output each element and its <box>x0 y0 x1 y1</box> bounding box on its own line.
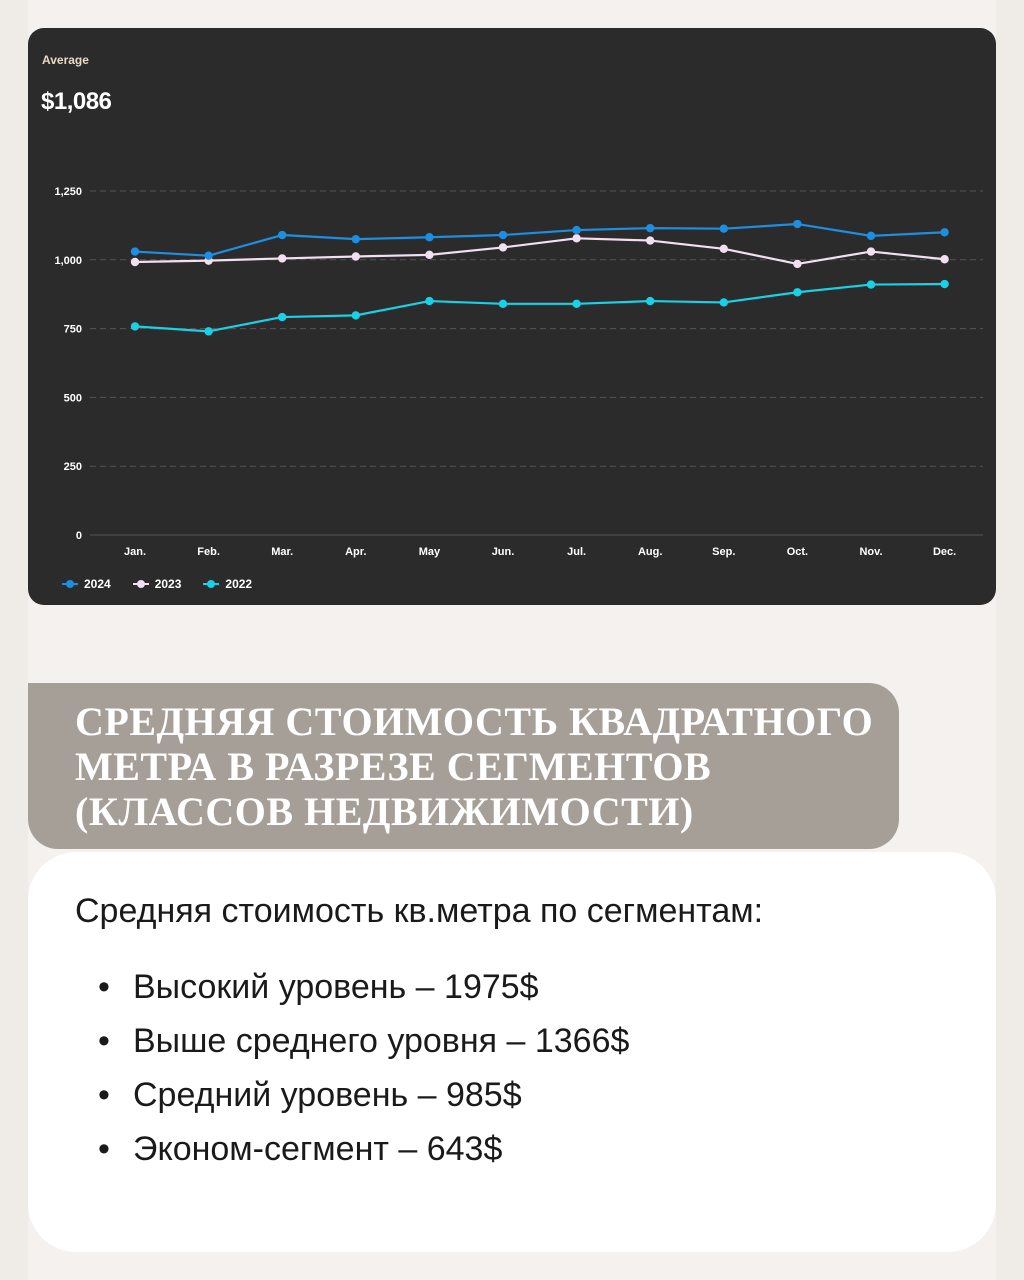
data-point-2022 <box>498 299 508 309</box>
data-point-2023 <box>351 252 360 261</box>
data-point-2022 <box>130 322 140 331</box>
data-point-2024 <box>646 223 655 233</box>
legend-item-2024[interactable]: 2024 <box>62 577 111 591</box>
y-tick-label: 1,250 <box>54 186 82 198</box>
y-tick-label: 500 <box>64 392 82 404</box>
x-tick-label: Feb. <box>197 546 220 558</box>
chart-card: Average $1,086 0 250 500 750 1,000 1,250 Jan. F… <box>28 28 996 605</box>
y-tick-label: 250 <box>64 461 82 473</box>
data-point-2022 <box>351 311 360 320</box>
legend-marker-icon <box>132 579 149 589</box>
data-point-2024 <box>204 251 213 260</box>
average-value: $1,086 <box>41 88 112 115</box>
data-point-2024 <box>498 230 508 240</box>
data-point-2023 <box>498 243 508 252</box>
section-title: СРЕДНЯЯ СТОИМОСТЬ КВАДРАТНОГО МЕТРА В РА… <box>75 699 874 834</box>
chart-legend: 2024 2023 2022 <box>62 577 252 591</box>
y-tick-label: 1,000 <box>54 255 82 267</box>
data-point-2023 <box>572 234 581 243</box>
series-line-2023 <box>134 237 945 266</box>
data-point-2024 <box>940 228 949 237</box>
bullet-icon: • <box>98 968 110 1006</box>
series-line-2024 <box>134 222 945 257</box>
data-point-2023 <box>866 247 876 256</box>
segment-list: • Высокий уровень – 1975$ • Выше среднего … <box>98 960 629 1176</box>
section-title-banner: СРЕДНЯЯ СТОИМОСТЬ КВАДРАТНОГО МЕТРА В РА… <box>28 683 899 849</box>
data-point-2023 <box>793 259 802 269</box>
bullet-icon: • <box>98 1022 110 1060</box>
legend-label: 2023 <box>154 577 182 591</box>
x-tick-label: Apr. <box>345 546 366 558</box>
x-tick-label: May <box>419 546 441 558</box>
data-point-2022 <box>719 298 728 307</box>
data-point-2023 <box>719 244 728 253</box>
segment-text: Эконом-сегмент – 643$ <box>133 1130 503 1168</box>
data-point-2024 <box>719 224 728 233</box>
data-point-2022 <box>793 288 802 297</box>
segment-text: Выше среднего уровня – 1366$ <box>133 1022 630 1060</box>
data-point-2024 <box>793 219 802 229</box>
data-point-2024 <box>572 225 581 235</box>
data-point-2024 <box>351 234 360 244</box>
data-point-2022 <box>866 280 876 289</box>
data-point-2022 <box>646 296 655 306</box>
x-tick-label: Jul. <box>567 546 586 558</box>
average-label: Average <box>42 53 89 67</box>
data-point-2022 <box>204 327 213 336</box>
list-item: • Высокий уровень – 1975$ <box>98 960 629 1014</box>
bullet-icon: • <box>98 1130 110 1168</box>
series-line-2022 <box>134 282 945 333</box>
data-point-2022 <box>278 312 287 322</box>
legend-item-2023[interactable]: 2023 <box>132 577 182 591</box>
segments-intro: Средняя стоимость кв.метра по сегментам: <box>75 892 764 930</box>
legend-item-2022[interactable]: 2022 <box>203 577 252 591</box>
x-tick-label: Dec. <box>933 546 956 558</box>
x-tick-label: Sep. <box>712 546 735 558</box>
bullet-icon: • <box>98 1076 110 1114</box>
x-tick-label: Jun. <box>492 546 515 558</box>
legend-label: 2022 <box>225 577 253 591</box>
segment-text: Высокий уровень – 1975$ <box>133 968 539 1006</box>
list-item: • Эконом-сегмент – 643$ <box>98 1122 629 1176</box>
legend-marker-icon <box>203 579 220 589</box>
data-point-2024 <box>866 231 876 241</box>
content-card: Средняя стоимость кв.метра по сегментам:… <box>28 852 996 1252</box>
y-tick-label: 750 <box>64 324 82 336</box>
x-tick-label: Nov. <box>859 546 882 558</box>
data-point-2023 <box>425 250 434 260</box>
segment-text: Средний уровень – 985$ <box>133 1076 522 1114</box>
data-point-2022 <box>940 279 949 289</box>
data-point-2024 <box>278 230 287 240</box>
legend-label: 2024 <box>84 577 111 591</box>
data-point-2022 <box>572 299 581 309</box>
data-point-2023 <box>130 257 140 267</box>
data-point-2023 <box>278 254 287 263</box>
data-point-2023 <box>646 236 655 245</box>
y-tick-label: 0 <box>76 530 82 542</box>
data-point-2022 <box>425 296 434 306</box>
x-tick-label: Oct. <box>787 546 808 558</box>
x-tick-label: Jan. <box>124 546 146 558</box>
data-point-2024 <box>425 233 434 242</box>
x-tick-label: Mar. <box>271 546 293 558</box>
legend-marker-icon <box>62 579 78 589</box>
list-item: • Средний уровень – 985$ <box>98 1068 629 1122</box>
list-item: • Выше среднего уровня – 1366$ <box>98 1014 629 1068</box>
data-point-2023 <box>940 255 949 264</box>
line-chart: 0 250 500 750 1,000 1,250 Jan. Feb. Mar. Apr. May J… <box>54 186 983 558</box>
data-point-2024 <box>130 247 140 256</box>
x-tick-label: Aug. <box>638 546 662 558</box>
